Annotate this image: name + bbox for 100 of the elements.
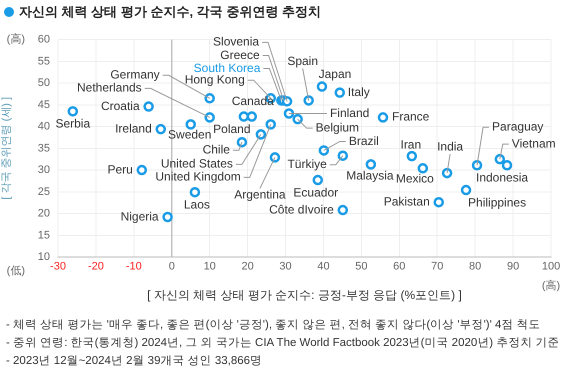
text: - 중위 연령: 한국(통계청) 2024년, 그 외 국가는 CIA The World Factbook 2023년(미국 2020년) 추정치 기준 (6, 336, 560, 351)
point (334, 87, 346, 98)
y-tick-label: 15 (38, 229, 50, 242)
y-tick-label: 50 (38, 77, 50, 90)
point (204, 93, 215, 104)
annotation: Laos (184, 198, 210, 212)
annotation: Iran (400, 137, 422, 152)
y-tick-label: 40 (38, 120, 50, 133)
annotation: Hong Kong (184, 72, 245, 87)
annotation: Indonesia (476, 170, 528, 185)
x-tick-label: 70 (431, 260, 444, 273)
point (460, 184, 472, 196)
x-tick-label: 30 (279, 260, 292, 273)
point (494, 154, 506, 164)
y-axis-title: [ 각국 중위연령 (세) ] (0, 96, 13, 200)
y-tick-label: 35 (38, 142, 50, 154)
point (312, 174, 324, 186)
point (256, 129, 266, 140)
annotation: United Kingdom (155, 170, 241, 184)
point (292, 114, 303, 124)
point (338, 150, 348, 161)
annotation: Slovenia (213, 34, 260, 49)
annotation: Argentina (234, 188, 286, 202)
text: South Korea (194, 60, 261, 75)
x-tick-label: 10 (204, 260, 216, 273)
annotation: Mexico (396, 172, 434, 186)
y-tick-label: 30 (38, 164, 50, 176)
annotation: Peru (107, 162, 133, 176)
y-tick-label: 10 (38, 251, 50, 264)
x-tick-label: 20 (241, 260, 254, 273)
annotation: Paraguay (492, 120, 544, 134)
annotation: Netherlands (76, 80, 142, 95)
annotation: Japan (318, 66, 352, 81)
annotation: Poland (213, 122, 251, 136)
annotation: United States (160, 156, 233, 171)
chart-title: 자신의 체력 상태 평가 순지수, 각국 중위연령 추정치 (19, 3, 321, 21)
point (366, 159, 376, 170)
text: - 2023년 12월~2024년 2월 39개국 성인 33,866명 (6, 354, 264, 369)
annotation: Pakistan (384, 194, 430, 209)
annotation: Ireland (115, 121, 152, 136)
text: (低) (6, 265, 25, 278)
annotation: Ecuador (293, 185, 338, 200)
y-tick-label: 25 (38, 186, 50, 198)
point (303, 95, 314, 106)
point (266, 119, 276, 130)
annotation: Côte dIvoire (269, 202, 334, 216)
y-tick-label: 20 (38, 208, 50, 220)
point (442, 168, 452, 178)
x-tick-label: -10 (126, 260, 142, 273)
x-tick-label: 50 (355, 260, 368, 273)
y-tick-label: 60 (38, 34, 50, 46)
annotation: Italy (348, 84, 370, 99)
point (418, 163, 428, 174)
point (204, 112, 215, 123)
point (282, 96, 292, 107)
point (190, 186, 200, 198)
annotation: Sweden (168, 128, 212, 142)
annotation: Croatia (100, 98, 140, 113)
point (238, 111, 250, 122)
point (316, 81, 328, 92)
annotation: Spain (287, 54, 318, 68)
point (270, 152, 280, 163)
text: (高) (6, 32, 25, 46)
annotation: Malaysia (346, 168, 394, 183)
text: (高) (542, 279, 560, 292)
point (434, 196, 444, 208)
point (284, 108, 294, 119)
x-tick-label: 0 (168, 260, 175, 273)
annotation: Finland (330, 106, 370, 120)
point (143, 101, 154, 112)
annotation: Vietnam (512, 136, 556, 150)
x-tick-label: 100 (542, 260, 560, 273)
point (338, 204, 348, 216)
annotation: France (392, 110, 430, 124)
annotation: Germany (110, 68, 160, 82)
y-tick-label: 45 (38, 98, 50, 111)
x-tick-label: 80 (469, 260, 482, 273)
point (502, 160, 512, 171)
annotation: Belgium (316, 120, 360, 134)
point (406, 150, 418, 162)
x-tick-label: 60 (393, 260, 406, 273)
x-tick-label: 90 (506, 260, 520, 273)
annotation: India (437, 139, 464, 154)
point (136, 164, 148, 176)
point (472, 160, 482, 171)
annotation: Nigeria (120, 209, 159, 224)
annotation: Türkiye (287, 157, 328, 172)
point (68, 106, 78, 117)
y-tick-label: 55 (38, 55, 50, 68)
point (378, 112, 388, 123)
point (246, 111, 258, 122)
annotation: Philippines (468, 195, 526, 210)
point (185, 119, 196, 130)
point (156, 124, 166, 134)
annotation: Greece (220, 48, 260, 62)
text: - 체력 상태 평가는 '매우 좋다, 좋은 편(이상 '긍정'), 좋지 않은 편, 전혀 좋지 않다(이상 '부정')' 4점 척도 (6, 318, 542, 333)
point (318, 145, 330, 156)
annotation: Serbia (55, 116, 90, 131)
x-tick-label: -30 (50, 260, 66, 273)
x-tick-label: 40 (317, 260, 330, 273)
